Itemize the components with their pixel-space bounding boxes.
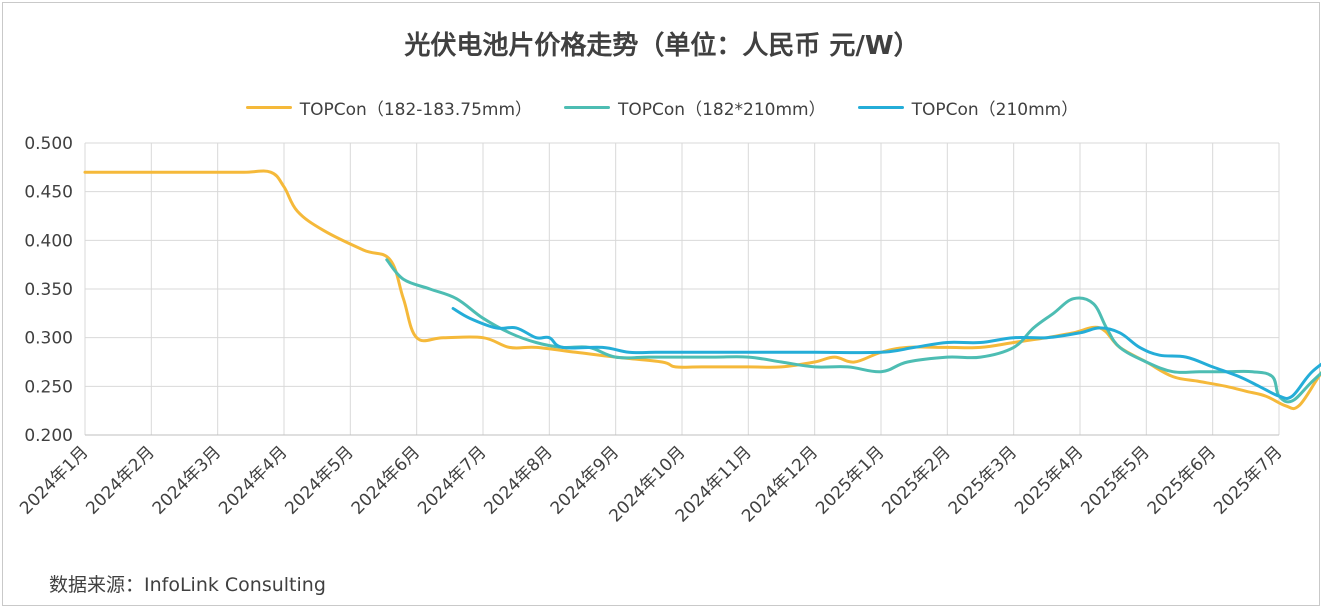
legend-label-series-2: TOPCon（210mm） <box>911 100 1079 120</box>
x-tick-label-18: 2025年7月 <box>1210 442 1286 518</box>
y-tick-label-5: 0.250 <box>24 377 73 397</box>
x-tick-label-7: 2024年8月 <box>480 442 556 518</box>
legend-swatch-series-0 <box>245 106 292 109</box>
x-tick-label-1: 2024年2月 <box>82 442 158 518</box>
x-tick-label-16: 2025年5月 <box>1077 442 1153 518</box>
legend-swatch-series-2 <box>857 106 904 109</box>
chart-title: 光伏电池片价格走势（单位：人民币 元/W） <box>404 31 920 61</box>
x-tick-label-13: 2025年2月 <box>878 442 954 518</box>
x-tick-label-5: 2024年6月 <box>348 442 424 518</box>
line-chart: 0.5000.4500.4000.3500.3000.2500.2002024年… <box>16 134 1321 526</box>
legend-label-series-0: TOPCon（182-183.75mm） <box>299 100 533 120</box>
x-tick-label-0: 2024年1月 <box>16 442 92 518</box>
x-tick-label-17: 2025年6月 <box>1144 442 1220 518</box>
x-tick-label-14: 2025年3月 <box>945 442 1021 518</box>
x-tick-label-4: 2024年5月 <box>281 442 357 518</box>
series-line-2 <box>451 307 1321 400</box>
series-line-1 <box>385 258 1321 404</box>
chart-legend: TOPCon（182-183.75mm） TOPCon（182*210mm） T… <box>3 95 1321 120</box>
x-tick-label-3: 2024年4月 <box>215 442 291 518</box>
y-tick-label-4: 0.300 <box>24 329 73 349</box>
y-tick-label-6: 0.200 <box>24 426 73 446</box>
data-source-note: 数据来源：InfoLink Consulting <box>49 574 326 596</box>
y-tick-label-1: 0.450 <box>24 183 73 203</box>
y-tick-label-3: 0.350 <box>24 280 73 300</box>
legend-item-series-0: TOPCon（182-183.75mm） <box>245 95 533 120</box>
y-tick-label-2: 0.400 <box>24 231 73 251</box>
x-tick-label-15: 2025年4月 <box>1011 442 1087 518</box>
legend-item-series-1: TOPCon（182*210mm） <box>564 95 826 120</box>
series-line-0 <box>83 169 1321 411</box>
legend-label-series-1: TOPCon（182*210mm） <box>618 100 826 120</box>
legend-swatch-series-1 <box>564 106 611 109</box>
x-tick-label-6: 2024年7月 <box>414 442 490 518</box>
x-tick-label-12: 2025年1月 <box>812 442 888 518</box>
y-tick-label-0: 0.500 <box>24 134 73 154</box>
legend-item-series-2: TOPCon（210mm） <box>857 95 1079 120</box>
x-tick-label-2: 2024年3月 <box>149 442 225 518</box>
